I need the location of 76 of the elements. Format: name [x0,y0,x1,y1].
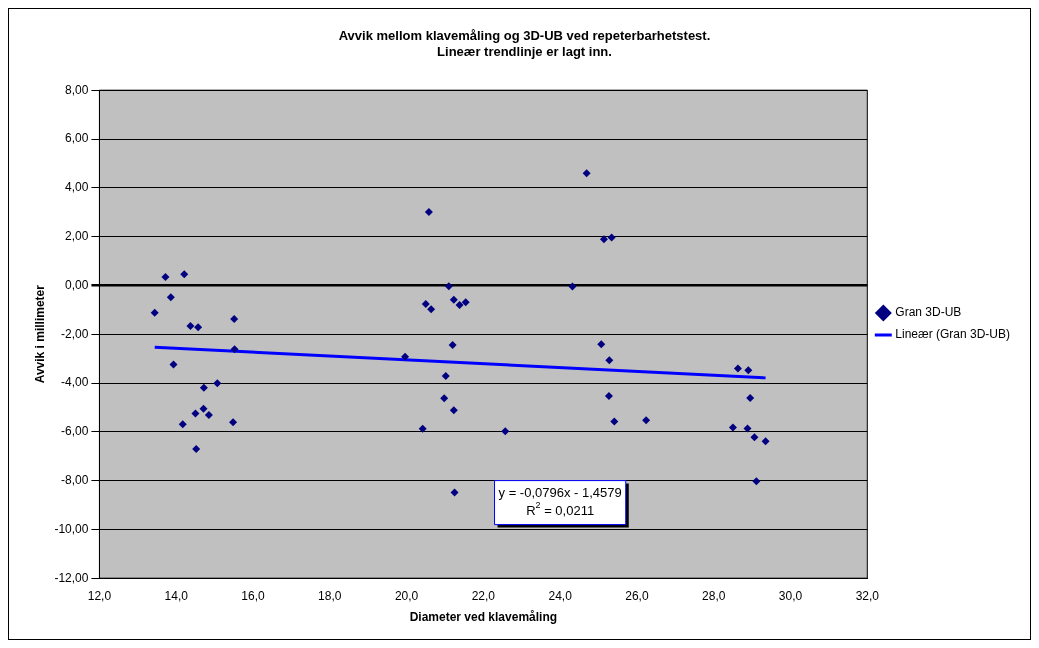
point [448,340,457,349]
legend-label: Gran 3D-UB [895,305,962,320]
y-tick-label: 4,00 [65,180,89,195]
y-tick-label: -8,00 [61,472,89,487]
y-axis-title: Avvik i millimeter [32,284,47,384]
x-tick-label: 16,0 [241,588,265,603]
point [461,298,470,307]
y-tick-label: 6,00 [65,131,89,146]
point [427,305,436,314]
point [230,315,239,324]
point [450,488,459,497]
x-tick-label: 20,0 [394,588,419,603]
y-tick-label: 0,00 [65,277,89,292]
point [166,293,175,302]
point [599,235,608,244]
point [186,321,195,330]
legend-label: Lineær (Gran 3D-UB) [895,327,1011,342]
point [194,323,203,332]
point [642,416,651,425]
point [440,394,449,403]
y-tick-label: 8,00 [65,82,89,97]
point [604,391,613,400]
point [169,360,178,369]
point [444,282,453,291]
point [230,345,239,354]
x-tick-label: 26,0 [625,588,649,603]
y-tick-label: -6,00 [61,424,89,439]
x-tick-label: 30,0 [778,588,803,603]
x-tick-label: 28,0 [702,588,726,603]
point [213,379,222,388]
point [761,437,770,446]
y-tick-label: -12,00 [54,570,89,585]
point [743,424,752,433]
point [204,410,213,419]
point [178,420,187,429]
point [229,418,238,427]
x-tick-label: 12,0 [87,588,112,603]
point [455,300,464,309]
y-tick-label: -2,00 [61,326,89,341]
y-tick-label: 2,00 [65,228,89,243]
point [192,445,201,454]
point [424,207,433,216]
x-tick-label: 22,0 [471,588,496,603]
point [199,404,208,413]
point [752,477,761,486]
point [728,423,737,432]
point [191,409,200,418]
point [401,352,410,361]
point [199,383,208,392]
point [161,273,170,282]
point [607,233,616,242]
point [449,295,458,304]
point [501,427,510,436]
x-tick-label: 18,0 [318,588,342,603]
point [605,356,614,365]
point [421,299,430,308]
point [441,371,450,380]
x-tick-label: 24,0 [548,588,573,603]
x-tick-label: 14,0 [164,588,189,603]
point [568,282,577,291]
point [744,366,753,375]
y-tick-label: -4,00 [61,375,89,390]
point [449,406,458,415]
point [150,308,159,317]
point [597,340,606,349]
point [610,417,619,426]
point [180,270,189,279]
point [733,364,742,373]
point [750,433,759,442]
chart-title: Avvik mellom klavemåling og 3D-UB ved repeterbarhetstest. Lineær trendlinje er lagt inn. [338,28,711,59]
x-axis-title: Diameter ved klavemåling [409,610,558,625]
point [746,393,755,402]
point [418,424,427,433]
y-tick-label: -10,00 [54,521,89,536]
x-tick-label: 32,0 [855,588,880,603]
point [582,169,591,178]
